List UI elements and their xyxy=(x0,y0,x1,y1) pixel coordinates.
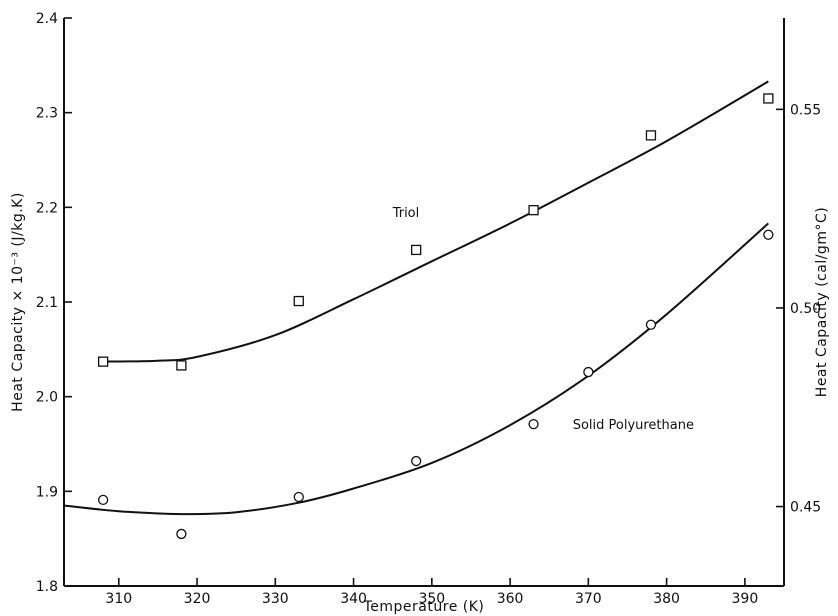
data-point-solid-polyurethane xyxy=(763,229,774,240)
y-tick-label-left: 1.8 xyxy=(36,579,58,595)
data-point-solid-polyurethane xyxy=(97,494,109,506)
data-point-triol xyxy=(645,130,657,141)
x-tick-label: 310 xyxy=(105,591,132,607)
y-tick-label-left: 1.9 xyxy=(36,484,58,500)
data-point-triol xyxy=(293,295,304,307)
fit-curve-solid-polyurethane xyxy=(63,222,769,516)
x-tick-label: 350 xyxy=(418,591,445,607)
y-tick-label-left: 2.3 xyxy=(36,106,58,122)
y-axis-label-left: Heat Capacity × 10⁻³ (J/kg.K) xyxy=(10,192,26,412)
axes: 310 320 330 340 350 360 370 380 390 1.8 1.9 2.0 2.1 2… xyxy=(36,11,821,607)
data-point-solid-polyurethane xyxy=(528,418,539,430)
data-point-solid-polyurethane xyxy=(645,319,657,330)
data-point-solid-polyurethane xyxy=(411,455,422,467)
y-tick-label-right: 0.55 xyxy=(790,102,821,118)
x-tick-label: 370 xyxy=(575,591,602,607)
series-label-triol: Triol xyxy=(392,206,420,221)
series-label-solid-polyurethane: Solid Polyurethane xyxy=(573,418,694,433)
data-point-triol xyxy=(176,360,187,371)
x-tick-label: 360 xyxy=(497,591,524,607)
x-tick-label: 330 xyxy=(262,591,289,607)
data-point-triol xyxy=(763,93,774,104)
x-axis-label: Temperature (K) xyxy=(363,599,485,615)
data-point-triol xyxy=(97,356,109,367)
x-tick-label: 390 xyxy=(732,591,759,607)
y-tick-label-right: 0.45 xyxy=(790,500,821,516)
data-point-solid-polyurethane xyxy=(176,528,187,540)
y-tick-label-right: 0.50 xyxy=(790,301,821,317)
data-point-solid-polyurethane xyxy=(583,366,594,378)
y-tick-label-left: 2.4 xyxy=(36,11,58,27)
x-tick-label: 380 xyxy=(653,591,680,607)
data-point-triol xyxy=(528,205,539,216)
y-tick-label-left: 2.0 xyxy=(36,390,58,406)
fit-curves xyxy=(63,80,769,516)
fit-curve-triol xyxy=(103,80,769,363)
x-tick-label: 340 xyxy=(340,591,367,607)
x-tick-label: 320 xyxy=(184,591,211,607)
data-markers xyxy=(97,93,774,540)
y-axis-label-right: Heat Capacity (cal/gm°C) xyxy=(814,207,830,397)
y-tick-label-left: 2.1 xyxy=(36,295,58,311)
data-point-solid-polyurethane xyxy=(293,491,304,503)
y-tick-label-left: 2.2 xyxy=(36,200,58,216)
labels: Triol Solid Polyurethane Temperature (K)… xyxy=(10,192,830,615)
data-point-triol xyxy=(411,244,422,256)
